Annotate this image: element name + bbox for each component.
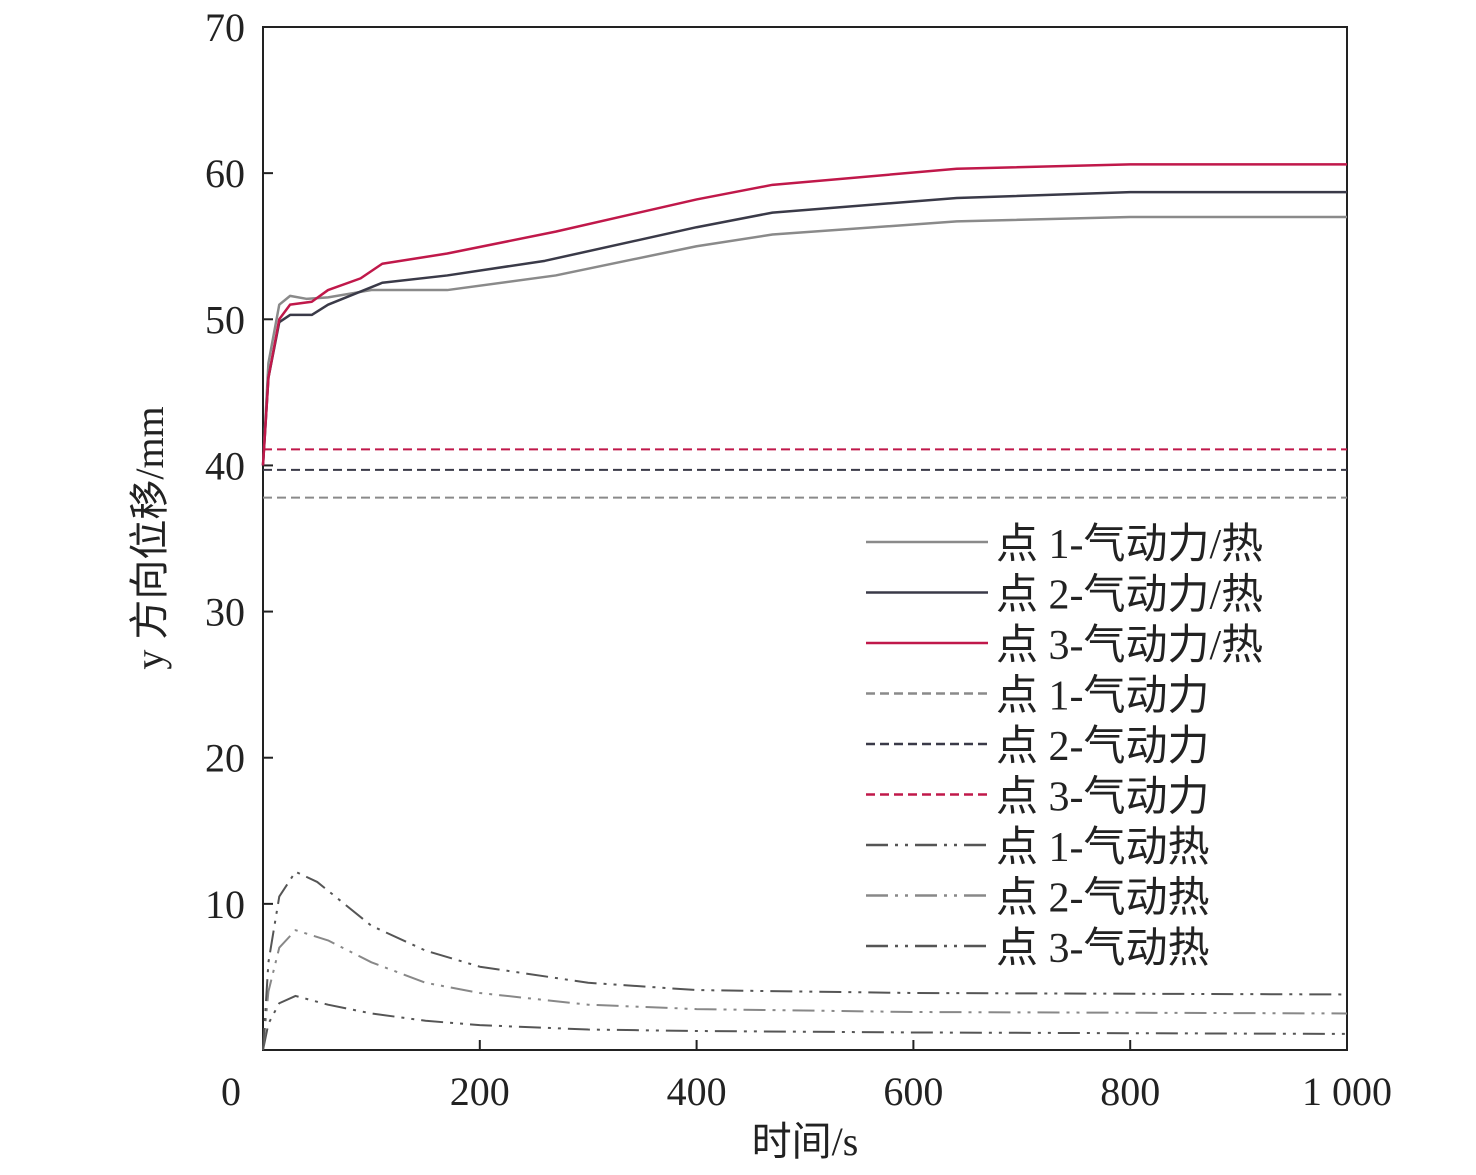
- x-tick-label: 0: [221, 1069, 241, 1114]
- x-tick-label: 800: [1100, 1069, 1160, 1114]
- x-tick-label: 1 000: [1302, 1069, 1392, 1114]
- legend-label: 点 1-气动力: [996, 674, 1210, 720]
- y-tick-label: 30: [205, 590, 245, 635]
- series-line-9: [262, 870, 1348, 1051]
- x-tick-label: 400: [667, 1069, 727, 1114]
- series-line-7: [262, 994, 1348, 1051]
- legend-label: 点 1-气动热: [996, 825, 1210, 871]
- y-axis-label: y 方向位移/mm: [127, 406, 172, 669]
- y-tick-label: 50: [205, 297, 245, 342]
- y-tick-label: 40: [205, 443, 245, 488]
- y-tick-label: 60: [205, 151, 245, 196]
- legend-label: 点 2-气动热: [996, 876, 1210, 922]
- legend-label: 点 3-气动力: [996, 775, 1210, 821]
- y-tick-label: 20: [205, 736, 245, 781]
- x-axis-label: 时间/s: [752, 1119, 859, 1164]
- y-tick-label: 70: [205, 5, 245, 50]
- x-tick-label: 200: [450, 1069, 510, 1114]
- series-line-1: [261, 215, 1347, 466]
- x-tick-label: 600: [883, 1069, 943, 1114]
- legend-label: 点 3-气动力/热: [996, 623, 1263, 669]
- series-line-3: [261, 163, 1347, 466]
- legend-label: 点 3-气动热: [996, 926, 1210, 972]
- y-tick-label: 10: [205, 882, 245, 927]
- legend-label: 点 2-气动力: [996, 724, 1210, 770]
- legend-label: 点 2-气动力/热: [996, 573, 1263, 619]
- series-line-2: [261, 190, 1347, 466]
- plot-frame: [262, 26, 1348, 1051]
- legend-label: 点 1-气动力/热: [996, 522, 1263, 568]
